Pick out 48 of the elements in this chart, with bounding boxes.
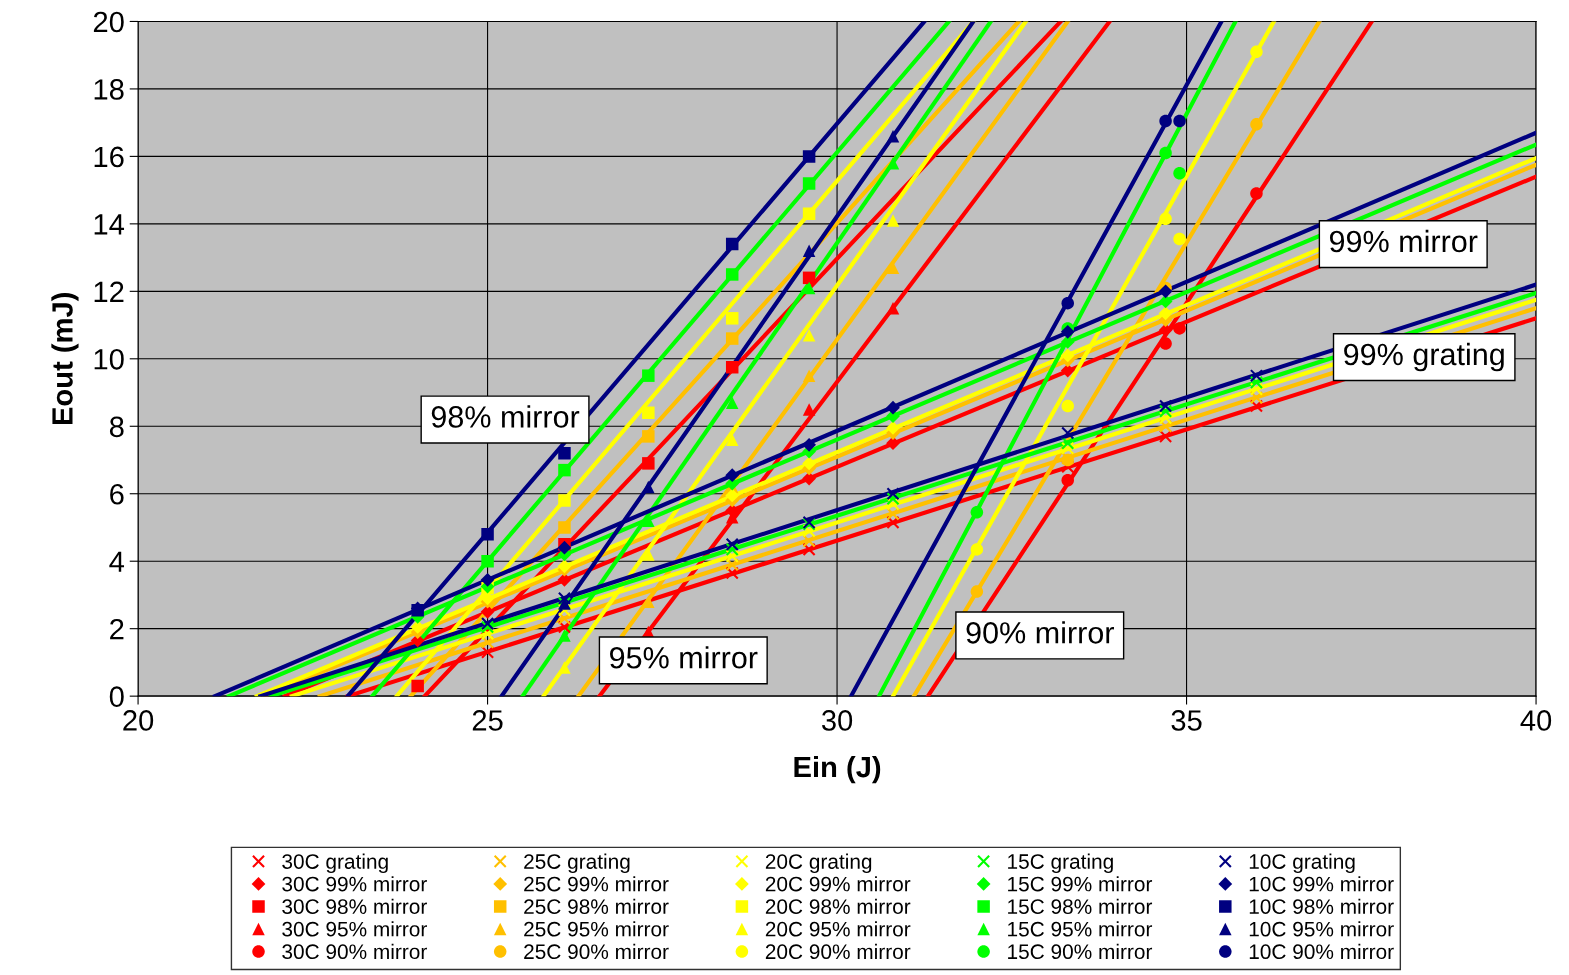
legend-label: 20C 99% mirror bbox=[765, 876, 911, 892]
legend-label: 15C 98% mirror bbox=[1008, 898, 1153, 914]
annotation: 99% mirror bbox=[1329, 229, 1478, 253]
legend-label: 30C 98% mirror bbox=[282, 898, 427, 914]
legend-label: 10C 95% mirror bbox=[1249, 921, 1394, 937]
legend-label: 10C 99% mirror bbox=[1249, 876, 1394, 892]
y-tick-label: 2 bbox=[110, 618, 124, 640]
y-tick-label: 14 bbox=[94, 214, 125, 235]
legend-label: 30C 90% mirror bbox=[282, 943, 427, 960]
legend-label: 30C 95% mirror bbox=[282, 921, 427, 937]
x-axis-title: Ein (J) bbox=[794, 755, 881, 784]
annotation: 90% mirror bbox=[966, 621, 1114, 644]
legend-label: 25C grating bbox=[524, 853, 630, 874]
y-tick-label: 20 bbox=[93, 11, 124, 33]
legend-label: 10C 90% mirror bbox=[1249, 943, 1394, 960]
legend-label: 15C 99% mirror bbox=[1008, 876, 1153, 892]
legend-label: 20C 90% mirror bbox=[765, 943, 911, 960]
legend-label: 10C grating bbox=[1249, 853, 1355, 874]
y-tick-label: 18 bbox=[94, 79, 124, 100]
legend-label: 25C 90% mirror bbox=[524, 943, 669, 960]
y-tick-label: 12 bbox=[94, 281, 124, 302]
y-tick-label: 8 bbox=[109, 416, 124, 438]
y-axis-title: Eout (mJ) bbox=[51, 293, 79, 425]
x-tick-label: 20 bbox=[123, 710, 154, 731]
y-tick-label: 4 bbox=[109, 551, 125, 572]
y-tick-label: 0 bbox=[109, 686, 124, 708]
legend-label: 30C 99% mirror bbox=[282, 876, 427, 892]
legend-label: 20C 95% mirror bbox=[765, 921, 911, 937]
x-tick-label: 35 bbox=[1171, 710, 1202, 731]
annotation: 98% mirror bbox=[431, 405, 580, 428]
x-tick-label: 40 bbox=[1520, 710, 1552, 731]
x-tick-label: 30 bbox=[821, 710, 853, 731]
legend-label: 20C grating bbox=[765, 853, 872, 874]
legend-label: 25C 98% mirror bbox=[524, 898, 669, 914]
legend-label: 25C 95% mirror bbox=[524, 921, 669, 937]
legend-label: 15C 95% mirror bbox=[1008, 921, 1153, 937]
y-tick-label: 6 bbox=[110, 483, 124, 505]
legend-label: 15C grating bbox=[1008, 853, 1113, 874]
y-tick-label: 10 bbox=[94, 349, 124, 370]
x-tick-label: 25 bbox=[472, 710, 503, 731]
legend-label: 20C 98% mirror bbox=[765, 898, 911, 914]
annotation: 95% mirror bbox=[610, 646, 758, 669]
legend-label: 25C 99% mirror bbox=[524, 876, 669, 892]
annotation: 99% grating bbox=[1344, 342, 1504, 372]
y-tick-label: 16 bbox=[94, 146, 124, 168]
legend-label: 30C grating bbox=[282, 853, 388, 874]
legend-label: 15C 90% mirror bbox=[1008, 943, 1153, 960]
legend-label: 10C 98% mirror bbox=[1249, 898, 1394, 914]
